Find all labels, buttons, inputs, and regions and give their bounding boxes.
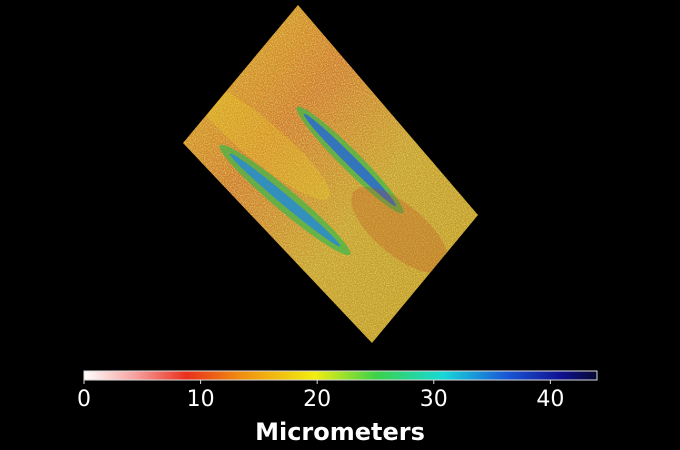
surface [183, 5, 478, 343]
surface-map [183, 5, 478, 343]
tick-label: 0 [77, 387, 91, 412]
tick-label: 20 [303, 387, 331, 412]
tick-label: 30 [420, 387, 448, 412]
colorbar [83, 370, 598, 381]
tick-label: 10 [187, 387, 215, 412]
tick-label: 40 [536, 387, 564, 412]
colorbar-label: Micrometers [255, 418, 425, 446]
scratches [189, 80, 449, 274]
